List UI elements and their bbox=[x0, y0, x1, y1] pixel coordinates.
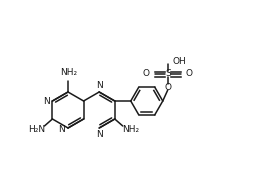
Text: H₂N: H₂N bbox=[28, 125, 45, 134]
Text: NH₂: NH₂ bbox=[60, 68, 78, 77]
Text: OH: OH bbox=[173, 56, 187, 65]
Text: N: N bbox=[58, 124, 65, 133]
Text: O: O bbox=[186, 70, 193, 79]
Text: N: N bbox=[96, 81, 103, 90]
Text: S: S bbox=[165, 70, 171, 79]
Text: N: N bbox=[96, 130, 103, 139]
Text: N: N bbox=[43, 97, 49, 106]
Text: O: O bbox=[164, 82, 171, 91]
Text: NH₂: NH₂ bbox=[122, 125, 139, 134]
Text: O: O bbox=[143, 70, 150, 79]
